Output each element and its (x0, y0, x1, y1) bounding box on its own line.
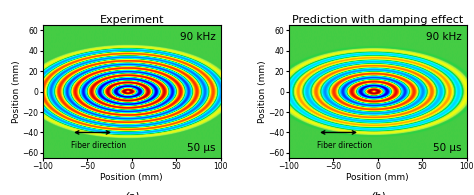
Y-axis label: Position (mm): Position (mm) (258, 60, 267, 123)
Y-axis label: Position (mm): Position (mm) (12, 60, 21, 123)
Title: Prediction with damping effect: Prediction with damping effect (292, 15, 464, 25)
Text: 50 μs: 50 μs (433, 143, 462, 153)
X-axis label: Position (mm): Position (mm) (346, 173, 409, 182)
X-axis label: Position (mm): Position (mm) (100, 173, 163, 182)
Title: Experiment: Experiment (100, 15, 164, 25)
Text: 50 μs: 50 μs (187, 143, 216, 153)
Text: Fiber direction: Fiber direction (71, 141, 126, 150)
Text: 90 kHz: 90 kHz (180, 32, 216, 42)
Text: (a): (a) (124, 191, 140, 195)
Text: 90 kHz: 90 kHz (426, 32, 462, 42)
Text: Fiber direction: Fiber direction (317, 141, 372, 150)
Text: (b): (b) (370, 191, 386, 195)
